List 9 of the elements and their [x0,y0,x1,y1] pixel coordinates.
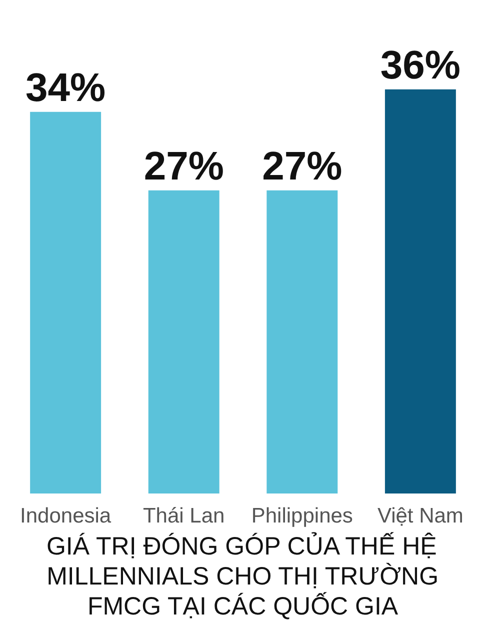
x-tick-label: Việt Nam [377,504,464,528]
data-label: 27% [144,144,224,188]
text: GIÁ TRỊ ĐÓNG GÓP CỦA THẾ HỆ MILLENNIALS CHO THỊ TRƯỜNG FMCG TẠI CÁC QUỐC GIA [46,532,439,620]
x-tick-label: Indonesia [20,504,112,528]
x-tick-label: Thái Lan [142,504,225,528]
data-label: 27% [262,144,342,188]
data-label: 34% [26,66,106,110]
data-label: 36% [380,43,460,88]
x-tick-label: Philippines [251,504,353,528]
